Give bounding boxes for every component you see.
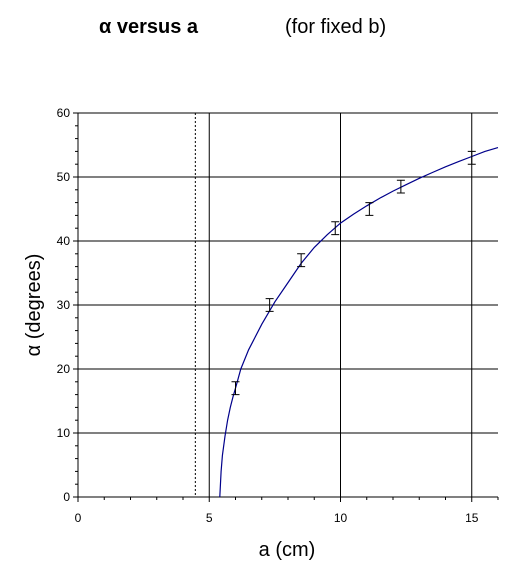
plot-area: 0 10 20 30 40 50 60 0 5 10 15 [57, 106, 499, 525]
x-tick-label: 10 [334, 511, 348, 525]
x-axis-label: a (cm) [259, 539, 316, 561]
error-bar [331, 221, 340, 236]
y-tick-label: 0 [63, 490, 70, 504]
x-tick-label: 0 [75, 511, 82, 525]
chart-subtitle: (for fixed b) [285, 16, 386, 38]
error-bar [297, 253, 306, 268]
y-tick-label: 10 [57, 426, 71, 440]
x-tick-label: 5 [206, 511, 213, 525]
y-axis-label: α (degrees) [23, 254, 45, 357]
error-bar [265, 298, 274, 312]
y-tick-label: 20 [57, 362, 71, 376]
y-tick-label: 60 [57, 106, 71, 120]
y-tick-label: 50 [57, 170, 71, 184]
error-bar [467, 150, 476, 165]
fit-curve [219, 147, 499, 498]
error-bar [396, 179, 405, 194]
chart-title: α versus a [99, 16, 199, 38]
y-tick-label: 40 [57, 234, 71, 248]
error-bar [231, 381, 240, 396]
x-tick-label: 15 [465, 511, 479, 525]
y-tick-label: 30 [57, 298, 71, 312]
error-bar [365, 202, 374, 216]
